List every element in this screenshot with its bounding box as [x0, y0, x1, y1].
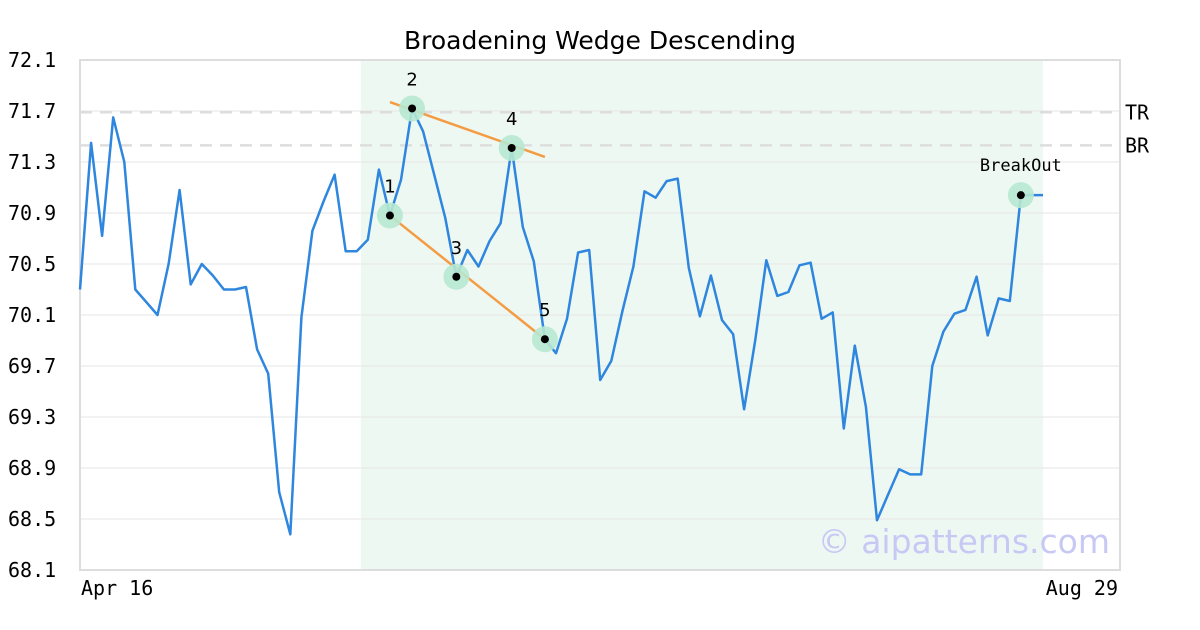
marker-dot-breakout: [1016, 191, 1025, 200]
marker-dot-point-4: [507, 143, 516, 152]
reference-label-tr: TR: [1125, 100, 1150, 124]
marker-dot-point-1: [385, 211, 394, 220]
x-axis-ticks: Apr 16 Aug 29: [81, 576, 1118, 600]
y-tick-label: 68.1: [8, 558, 56, 582]
plot-frame: [79, 59, 1121, 571]
marker-dot-point-5: [540, 335, 549, 344]
marker-label-point-1: 1: [384, 177, 395, 198]
x-tick-end: Aug 29: [1046, 576, 1118, 600]
marker-dot-point-2: [408, 104, 417, 113]
reference-label-br: BR: [1125, 133, 1150, 157]
marker-label-point-4: 4: [506, 109, 517, 130]
marker-label-point-5: 5: [539, 300, 550, 321]
x-tick-start: Apr 16: [81, 576, 153, 600]
watermark: © aipatterns.com: [818, 522, 1110, 561]
y-tick-label: 68.5: [8, 507, 56, 531]
y-tick-label: 70.5: [8, 252, 56, 276]
marker-dot-point-3: [452, 272, 461, 281]
price-line: [78, 107, 1043, 536]
reference-lines-layer: TR BR: [80, 100, 1150, 157]
y-tick-label: 70.1: [8, 303, 56, 327]
y-tick-label: 70.9: [8, 201, 56, 225]
y-tick-label: 69.3: [8, 405, 56, 429]
price-line-layer: [78, 107, 1043, 536]
marker-label-point-3: 3: [451, 238, 462, 259]
marker-label-point-2: 2: [406, 69, 417, 90]
y-tick-label: 71.7: [8, 99, 56, 123]
y-tick-label: 71.3: [8, 150, 56, 174]
y-axis-ticks: 72.1 71.7 71.3 70.9 70.5 70.1 69.7 69.3 68.9 68.5…: [8, 48, 56, 582]
pattern-markers-layer: 1 2 3 4 5 BreakOut: [376, 69, 1062, 353]
marker-label-breakout: BreakOut: [980, 156, 1062, 176]
y-tick-label: 69.7: [8, 354, 56, 378]
y-tick-label: 68.9: [8, 456, 56, 480]
y-tick-label: 72.1: [8, 48, 56, 72]
chart-title: Broadening Wedge Descending: [404, 26, 796, 55]
